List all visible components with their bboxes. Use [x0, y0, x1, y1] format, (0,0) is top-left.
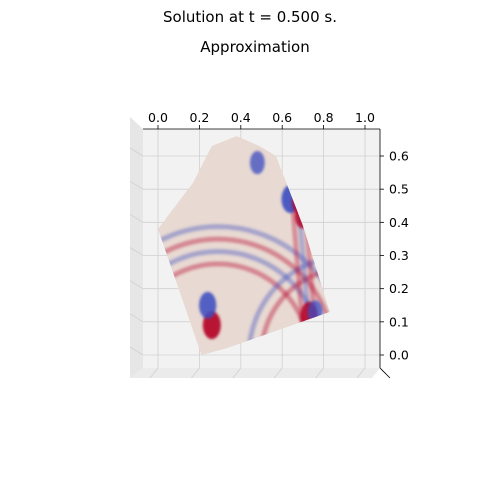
- x-tick-label: 0.0: [148, 110, 168, 125]
- chart-title: Approximation: [200, 38, 310, 56]
- floor-grid-line: [191, 367, 200, 379]
- wavefront-band: [158, 236, 330, 355]
- y-tick-label: 0.4: [389, 215, 409, 230]
- z-axis-stub: [379, 367, 391, 379]
- left-pane: [130, 117, 143, 378]
- cold-spot: [199, 291, 217, 319]
- grid-line-left: [129, 213, 144, 223]
- wavefront-band: [158, 224, 330, 355]
- grid-line-left: [129, 280, 144, 290]
- y-tick-label: 0.6: [389, 149, 409, 164]
- x-tick-label: 0.4: [231, 110, 251, 125]
- x-axis-ticks: 0.0 0.2 0.4 0.6 0.8 1.0: [148, 110, 375, 129]
- x-tick-label: 1.0: [355, 110, 375, 125]
- x-tick-label: 0.2: [189, 110, 209, 125]
- x-tick-label: 0.8: [314, 110, 334, 125]
- cold-spot: [249, 151, 265, 175]
- floor-grid-line: [315, 367, 324, 379]
- y-tick-label: 0.5: [389, 182, 409, 197]
- wavefront-band: [158, 249, 325, 355]
- grid-line-left: [129, 147, 144, 157]
- ridge-band: [290, 205, 306, 329]
- x-tick-label: 0.6: [272, 110, 292, 125]
- floor-grid-line: [356, 367, 366, 379]
- floor-pane: [130, 368, 380, 378]
- figure-suptitle: Solution at t = 0.500 s.: [163, 8, 337, 26]
- y-tick-label: 0.1: [389, 314, 409, 329]
- y-tick-label: 0.3: [389, 248, 409, 263]
- floor-grid: [149, 367, 366, 379]
- y-tick-label: 0.2: [389, 281, 409, 296]
- floor-grid-line: [149, 367, 159, 379]
- grid-line-left: [129, 346, 144, 356]
- floor-grid-line: [273, 367, 283, 379]
- grid-line-left: [129, 180, 144, 190]
- floor-grid-line: [232, 367, 242, 379]
- y-tick-label: 0.0: [389, 348, 409, 363]
- y-axis-ticks: 0.0 0.1 0.2 0.3 0.4 0.5 0.6: [380, 149, 409, 363]
- grid-line-left: [129, 313, 144, 323]
- grid-line-left: [129, 247, 144, 256]
